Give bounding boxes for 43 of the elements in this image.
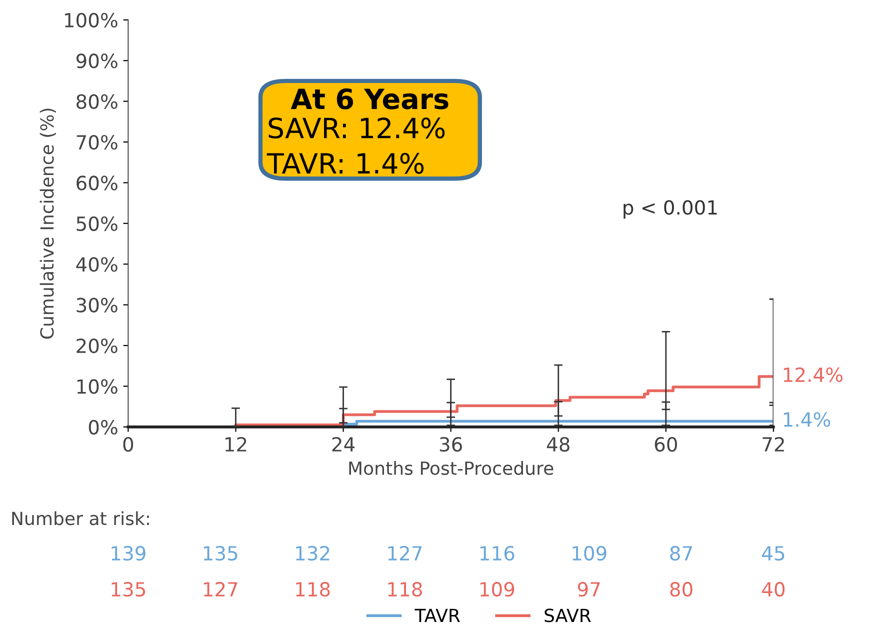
x-tick-label: 72 xyxy=(762,436,784,452)
y-tick-label: 40% xyxy=(76,257,118,272)
text: 109 xyxy=(572,546,606,561)
y-tick-label: 50% xyxy=(76,216,118,232)
text: 109 xyxy=(480,582,514,597)
x-axis-title: Months Post-Procedure xyxy=(349,461,554,476)
text: 118 xyxy=(388,582,422,597)
x-tick-label: 48 xyxy=(546,436,570,452)
y-tick-label: 90% xyxy=(76,54,118,68)
text: Number at risk: xyxy=(12,511,149,526)
y-tick-label: 20% xyxy=(76,338,118,354)
text: 127 xyxy=(204,582,238,596)
text: 127 xyxy=(388,546,422,560)
text: 45 xyxy=(762,546,784,561)
x-tick-label: 24 xyxy=(332,436,355,452)
annotation: p < 0.001 xyxy=(624,200,717,219)
y-tick-label: 0% xyxy=(88,420,118,435)
y-tick-label: 30% xyxy=(76,298,118,312)
annotation: At 6 Years SAVR: 12.4% TAVR: 1.4% xyxy=(266,88,448,174)
legend-label: TAVR xyxy=(414,608,460,622)
x-tick-label: 60 xyxy=(654,436,677,452)
y-tick-label: 70% xyxy=(76,134,118,150)
text: 80 xyxy=(670,582,692,597)
data-label: 1.4% xyxy=(784,412,830,427)
legend-label: SAVR xyxy=(544,608,591,622)
text: 116 xyxy=(480,546,514,561)
y-tick-label: 80% xyxy=(76,94,118,109)
text: 135 xyxy=(112,582,146,597)
text: 87 xyxy=(670,546,692,561)
x-tick-label: 0 xyxy=(123,436,134,452)
y-axis-title: Cumulative Incidence (%) xyxy=(40,108,56,339)
text: 135 xyxy=(204,546,238,561)
text: 139 xyxy=(112,546,146,561)
x-tick-label: 12 xyxy=(225,436,246,452)
data-label: 12.4% xyxy=(784,367,842,382)
text: 132 xyxy=(296,546,330,561)
x-tick-label: 36 xyxy=(440,436,462,452)
text: 40 xyxy=(762,582,785,597)
y-tick-label: 100% xyxy=(65,12,118,28)
y-tick-label: 10% xyxy=(77,379,118,394)
text: 118 xyxy=(296,582,330,597)
y-tick-label: 60% xyxy=(76,176,118,190)
text: 97 xyxy=(578,582,600,597)
